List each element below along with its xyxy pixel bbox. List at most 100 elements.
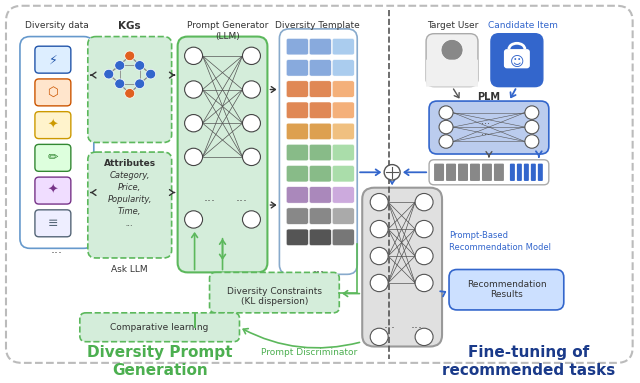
FancyBboxPatch shape	[6, 6, 632, 363]
FancyBboxPatch shape	[332, 123, 354, 139]
Circle shape	[525, 106, 539, 119]
FancyBboxPatch shape	[286, 102, 308, 118]
Circle shape	[370, 193, 388, 211]
FancyBboxPatch shape	[332, 39, 354, 55]
FancyBboxPatch shape	[446, 164, 456, 181]
Circle shape	[184, 47, 203, 64]
Circle shape	[243, 47, 260, 64]
Text: ...: ...	[312, 262, 324, 275]
Text: ...: ...	[51, 242, 63, 255]
Circle shape	[415, 247, 433, 265]
Text: ✦: ✦	[47, 184, 58, 197]
Circle shape	[243, 211, 260, 228]
Circle shape	[370, 247, 388, 265]
FancyBboxPatch shape	[88, 152, 172, 258]
Circle shape	[104, 69, 114, 79]
Text: Attributes: Attributes	[104, 159, 156, 168]
Circle shape	[525, 120, 539, 134]
Circle shape	[415, 193, 433, 211]
FancyBboxPatch shape	[362, 188, 442, 347]
Text: Diversity Template: Diversity Template	[275, 21, 360, 30]
FancyBboxPatch shape	[309, 187, 332, 203]
Circle shape	[125, 51, 134, 61]
Circle shape	[441, 39, 463, 61]
Text: ☺: ☺	[509, 55, 524, 69]
FancyBboxPatch shape	[332, 60, 354, 76]
Circle shape	[134, 61, 145, 70]
FancyBboxPatch shape	[286, 187, 308, 203]
Circle shape	[370, 221, 388, 238]
FancyBboxPatch shape	[286, 39, 308, 55]
FancyBboxPatch shape	[309, 144, 332, 161]
Circle shape	[146, 69, 156, 79]
FancyBboxPatch shape	[332, 81, 354, 97]
FancyBboxPatch shape	[35, 177, 71, 204]
FancyBboxPatch shape	[332, 165, 354, 182]
FancyBboxPatch shape	[35, 79, 71, 106]
FancyBboxPatch shape	[286, 81, 308, 97]
Circle shape	[115, 61, 125, 70]
Circle shape	[134, 79, 145, 88]
FancyBboxPatch shape	[280, 29, 357, 274]
FancyBboxPatch shape	[35, 144, 71, 171]
FancyBboxPatch shape	[309, 229, 332, 246]
FancyBboxPatch shape	[517, 164, 522, 181]
FancyBboxPatch shape	[286, 208, 308, 224]
FancyBboxPatch shape	[538, 164, 543, 181]
FancyBboxPatch shape	[178, 36, 268, 272]
Circle shape	[184, 211, 203, 228]
FancyBboxPatch shape	[332, 102, 354, 118]
Circle shape	[415, 274, 433, 291]
Circle shape	[384, 165, 400, 180]
Circle shape	[184, 148, 203, 165]
Text: Diversity Constraints
(KL dispersion): Diversity Constraints (KL dispersion)	[227, 287, 322, 306]
Text: Diversity data: Diversity data	[25, 21, 89, 30]
Circle shape	[370, 328, 388, 345]
Text: ...: ...	[383, 318, 395, 331]
Text: ⚡: ⚡	[49, 53, 57, 66]
Text: Target User: Target User	[428, 21, 479, 30]
Circle shape	[115, 79, 125, 88]
FancyBboxPatch shape	[470, 164, 480, 181]
Text: ⬡: ⬡	[47, 86, 58, 99]
FancyBboxPatch shape	[510, 164, 515, 181]
FancyBboxPatch shape	[458, 164, 468, 181]
FancyBboxPatch shape	[309, 208, 332, 224]
FancyBboxPatch shape	[35, 46, 71, 73]
FancyBboxPatch shape	[332, 187, 354, 203]
Text: PLM: PLM	[477, 92, 500, 102]
Text: ...: ...	[481, 127, 490, 137]
Circle shape	[125, 88, 134, 98]
FancyBboxPatch shape	[531, 164, 536, 181]
Circle shape	[184, 81, 203, 98]
FancyBboxPatch shape	[80, 313, 239, 342]
Circle shape	[415, 221, 433, 238]
Text: ✏: ✏	[47, 151, 58, 164]
FancyBboxPatch shape	[35, 210, 71, 237]
FancyBboxPatch shape	[309, 123, 332, 139]
FancyBboxPatch shape	[482, 164, 492, 181]
FancyBboxPatch shape	[286, 123, 308, 139]
FancyBboxPatch shape	[286, 144, 308, 161]
FancyBboxPatch shape	[332, 144, 354, 161]
Circle shape	[439, 120, 453, 134]
Circle shape	[415, 328, 433, 345]
Text: Ask LLM: Ask LLM	[111, 265, 148, 274]
FancyBboxPatch shape	[524, 164, 529, 181]
FancyBboxPatch shape	[426, 60, 478, 87]
FancyBboxPatch shape	[286, 229, 308, 246]
Text: Recommendation
Results: Recommendation Results	[467, 280, 547, 300]
Text: Fine-tuning of
recommended tasks: Fine-tuning of recommended tasks	[442, 345, 616, 378]
Text: ...: ...	[411, 318, 423, 331]
FancyBboxPatch shape	[209, 272, 339, 313]
Circle shape	[184, 115, 203, 132]
FancyBboxPatch shape	[286, 165, 308, 182]
Text: ✦: ✦	[47, 119, 58, 132]
Text: Comparative learning: Comparative learning	[111, 323, 209, 332]
FancyBboxPatch shape	[491, 34, 543, 87]
Text: Prompt Generator
(LLM): Prompt Generator (LLM)	[187, 21, 268, 41]
Text: Prompt-Based
Recommendation Model: Prompt-Based Recommendation Model	[449, 231, 551, 252]
FancyBboxPatch shape	[309, 102, 332, 118]
FancyBboxPatch shape	[309, 81, 332, 97]
Circle shape	[370, 274, 388, 291]
